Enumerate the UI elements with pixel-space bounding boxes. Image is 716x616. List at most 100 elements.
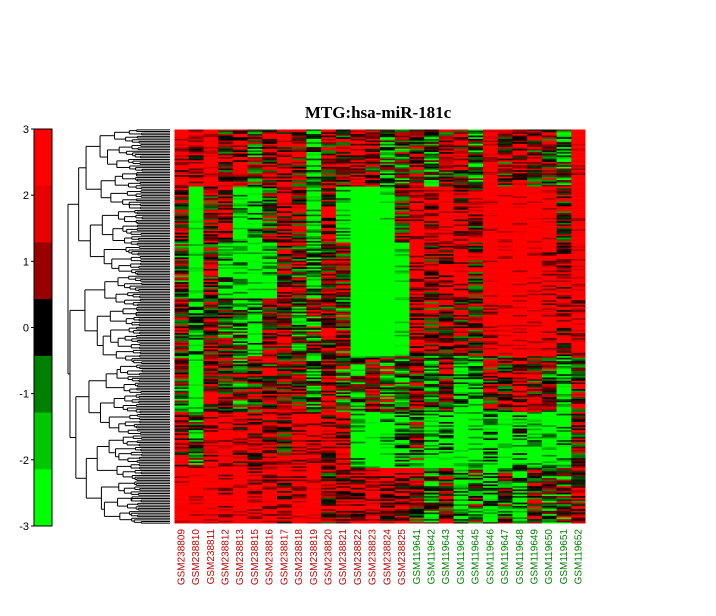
heatmap-cell xyxy=(556,170,572,173)
heatmap-cell xyxy=(409,161,425,164)
heatmap-cell xyxy=(571,201,587,204)
heatmap-cell xyxy=(306,369,322,372)
heatmap-cell xyxy=(571,283,587,286)
heatmap-cell xyxy=(541,361,557,364)
heatmap-cell xyxy=(556,201,572,204)
heatmap-cell xyxy=(409,204,425,207)
heatmap-cell xyxy=(394,321,410,324)
heatmap-cell xyxy=(188,275,204,278)
heatmap-cell xyxy=(453,339,469,342)
heatmap-cell xyxy=(380,208,396,210)
heatmap-cell xyxy=(527,165,543,168)
heatmap-cell xyxy=(394,374,410,377)
heatmap-cell xyxy=(232,314,248,317)
heatmap-cell xyxy=(321,296,337,299)
heatmap-cell xyxy=(409,189,425,192)
heatmap-cell xyxy=(571,226,587,229)
heatmap-cell xyxy=(453,237,469,240)
heatmap-cell xyxy=(380,259,396,261)
heatmap-cell xyxy=(512,204,528,207)
heatmap-cell xyxy=(527,211,543,214)
heatmap-cell xyxy=(512,306,528,309)
heatmap-cell xyxy=(247,133,263,136)
heatmap-cell xyxy=(350,247,366,250)
heatmap-cell xyxy=(365,295,381,298)
heatmap-cell xyxy=(291,357,307,360)
heatmap-cell xyxy=(218,375,234,378)
heatmap-cell xyxy=(291,194,307,197)
heatmap-cell xyxy=(512,278,528,281)
heatmap-cell xyxy=(203,280,219,283)
heatmap-cell xyxy=(306,283,322,286)
heatmap-cell xyxy=(232,301,248,304)
heatmap-cell xyxy=(335,260,351,263)
heatmap-cell xyxy=(291,252,307,255)
heatmap-cell xyxy=(380,366,396,368)
heatmap-cell xyxy=(380,305,396,308)
heatmap-cell xyxy=(247,194,263,197)
heatmap-cell xyxy=(453,296,469,299)
heatmap-cell xyxy=(571,336,587,339)
heatmap-cell xyxy=(350,252,366,255)
heatmap-cell xyxy=(188,318,204,321)
heatmap-cell xyxy=(497,239,513,242)
heatmap-cell xyxy=(350,369,366,372)
heatmap-cell xyxy=(174,227,190,230)
heatmap-cell xyxy=(497,267,513,270)
heatmap-cell xyxy=(218,282,234,285)
heatmap-cell xyxy=(321,184,337,187)
heatmap-cell xyxy=(497,257,513,260)
heatmap-cell xyxy=(232,313,248,316)
heatmap-cell xyxy=(218,291,234,294)
heatmap-cell xyxy=(321,282,337,285)
heatmap-cell xyxy=(394,226,410,229)
heatmap-cell xyxy=(365,140,381,143)
heatmap-cell xyxy=(174,372,190,375)
heatmap-cell xyxy=(541,324,557,327)
heatmap-cell xyxy=(497,142,513,145)
heatmap-cell xyxy=(365,242,381,245)
heatmap-cell xyxy=(203,158,219,161)
heatmap-cell xyxy=(409,288,425,291)
heatmap-cell xyxy=(188,237,204,240)
heatmap-cell xyxy=(483,201,499,204)
heatmap-cell xyxy=(321,346,337,349)
heatmap-cell xyxy=(527,186,543,189)
heatmap-cell xyxy=(468,308,484,311)
heatmap-cell xyxy=(527,166,543,169)
heatmap-cell xyxy=(556,349,572,352)
heatmap-cell xyxy=(306,354,322,357)
heatmap-cell xyxy=(203,181,219,184)
heatmap-cell xyxy=(512,272,528,275)
heatmap-cell xyxy=(483,198,499,201)
heatmap-cell xyxy=(556,252,572,255)
heatmap-cell xyxy=(365,370,381,373)
heatmap-cell xyxy=(497,219,513,222)
heatmap-cell xyxy=(174,341,190,344)
heatmap-cell xyxy=(512,259,528,261)
heatmap-cell xyxy=(174,132,190,135)
heatmap-cell xyxy=(306,277,322,280)
heatmap-cell xyxy=(247,216,263,219)
heatmap-cell xyxy=(203,176,219,179)
heatmap-cell xyxy=(321,170,337,173)
heatmap-cell xyxy=(277,235,293,238)
heatmap-cell xyxy=(394,227,410,230)
heatmap-cell xyxy=(409,375,425,378)
heatmap-cell xyxy=(262,232,278,235)
heatmap-cell xyxy=(497,133,513,136)
heatmap-cell xyxy=(380,283,396,286)
heatmap-cell xyxy=(527,375,543,378)
heatmap-cell xyxy=(262,344,278,347)
heatmap-cell xyxy=(262,130,278,133)
heatmap-cell xyxy=(571,130,587,133)
heatmap-cell xyxy=(247,229,263,232)
heatmap-cell xyxy=(424,273,440,276)
heatmap-cell xyxy=(247,319,263,322)
heatmap-cell xyxy=(262,316,278,319)
heatmap-cell xyxy=(483,194,499,197)
heatmap-cell xyxy=(174,306,190,309)
heatmap-cell xyxy=(512,244,528,247)
heatmap-cell xyxy=(468,201,484,204)
heatmap-cell xyxy=(262,138,278,141)
